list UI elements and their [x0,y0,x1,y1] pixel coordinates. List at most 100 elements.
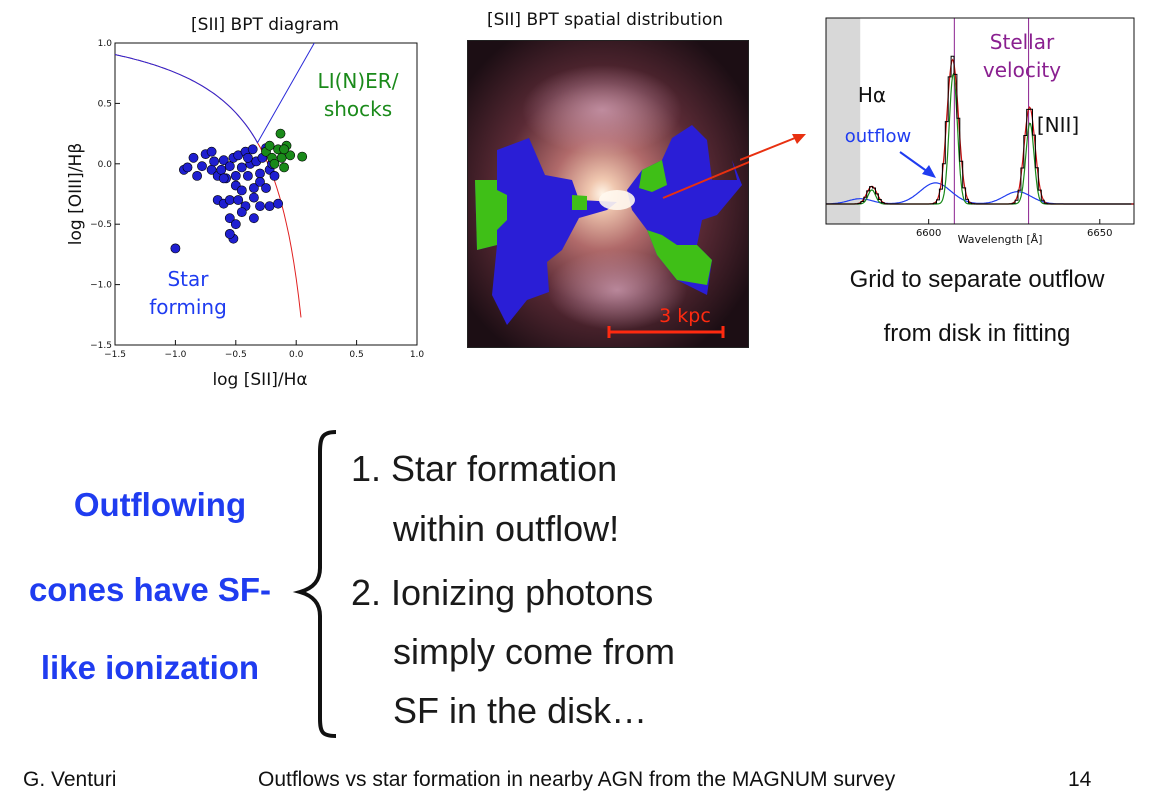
bpt-y-tick-label: 0.0 [98,160,113,170]
bpt-y-tick-label: −0.5 [90,220,112,230]
bpt-x-tick-label: 0.5 [349,350,363,360]
bpt-plot-frame [114,42,418,346]
map-nucleus [599,190,635,210]
map-cone-left-liner-inner [572,195,587,210]
bpt-point-sf [264,201,275,211]
map-left-cone [475,138,617,325]
bpt-point-sf [224,161,235,172]
spectrum-shaded-region [826,18,861,224]
spectrum-label-outflow: outflow [845,126,912,147]
bpt-point-liner [279,162,289,173]
map-pointer-arrow-line [662,160,749,199]
bpt-point-sf [224,195,235,205]
bpt-point-sf [188,152,199,163]
bpt-point-sf [224,228,235,239]
bpt-point-sf [233,195,244,205]
bpt-point-sf [197,161,207,172]
bpt-point-sf [269,170,280,181]
bpt-x-tick-label: 1.0 [410,350,425,360]
spatial-map: 3 kpc [467,40,749,348]
spectrum-label-velocity: velocity [983,58,1061,82]
bpt-point-sf [192,170,202,181]
bpt-point-sf [248,213,259,224]
footer-page-number: 14 [1068,768,1092,791]
map-dust-glow [522,65,682,155]
bpt-x-tick-label: −1.5 [104,350,126,360]
caption-line-1: Grid to separate outflow [849,266,1105,293]
list-item-1-line-1: 1. Star formation [351,448,618,489]
bpt-point-sf [182,162,193,173]
list-item-1-line-2: within outflow! [393,508,620,549]
map-dust-glow-lower [547,250,687,330]
curly-brace-path [292,430,337,738]
footer-title: Outflows vs star formation in nearby AGN… [258,768,896,791]
map-cone-right-liner-lower [647,230,712,285]
map-scale-label: 3 kpc [659,305,711,327]
bpt-x-label: log [SII]/Hα [212,370,307,390]
spectrum-lines [826,55,1134,205]
bpt-point-sf [255,201,265,211]
bpt-point-sf [242,152,253,163]
bpt-point-liner [279,144,289,155]
caption-line-2: from disk in fitting [883,320,1071,347]
spectrum-label-nii: [NII] [1037,113,1079,137]
spectrum-line-data [826,55,1132,205]
bpt-point-sf [236,207,247,217]
bpt-point-sf [242,170,253,181]
spectrum-chart: 6600 6650 Wavelength [Å] Hα Stellar veloc… [825,17,1135,246]
pointer-arrow-head [792,134,806,144]
bpt-point-sf [209,156,219,167]
list-item-2-line-2: simply come from [393,631,676,672]
bpt-point-liner [285,150,296,161]
spectrum-label-stellar: Stellar [990,30,1055,54]
spectrum-label-ha: Hα [858,83,886,107]
spectrum-x-label: Wavelength [Å] [958,233,1043,246]
bpt-y-tick-label: 1.0 [98,39,113,49]
bpt-point-sf [224,213,235,224]
outflow-arrow-head [922,165,936,178]
curly-brace [292,430,337,738]
bpt-x-tick-label: −0.5 [225,350,247,360]
spectrum-shade-rect [826,18,861,224]
bpt-point-sf [236,162,247,173]
map-cone-left-sf [475,138,617,325]
spectrum-frame-bg [826,18,1134,224]
spectrum-stellar-velocity-lines [953,18,1030,224]
bpt-points [170,128,308,254]
bpt-ticks: −1.5 −1.0 −0.5 0.0 0.5 1.0 1.0 0.5 0.0 −0.5 −1.0 −1… [90,39,424,360]
bpt-point-sf [230,170,241,181]
bpt-point-sf [255,176,265,187]
map-cone-left-liner [475,180,507,250]
bpt-point-sf [206,146,217,157]
bpt-point-sf [247,144,258,155]
conclusion-line-3: like ionization [40,649,260,686]
bpt-point-sf [230,219,241,230]
pointer-arrow [740,134,806,161]
conclusion-line-1: Outflowing [73,486,247,523]
spectrum-x-tick-label: 6600 [916,228,941,239]
bpt-label-star: Star [167,267,209,291]
bpt-point-sf [170,243,181,254]
map-cone-right-liner [639,160,667,192]
bpt-point-sf [236,185,247,196]
map-right-cone [627,125,742,295]
bpt-point-liner [275,128,286,139]
bpt-point-liner [264,140,275,151]
bpt-y-tick-label: 0.5 [98,99,112,109]
bpt-point-sf [248,192,259,203]
footer-author: G. Venturi [23,768,117,791]
bpt-point-sf [261,183,271,193]
bpt-label-liner: LI(N)ER/ [318,69,399,93]
outflow-arrow-shaft [899,151,929,173]
bpt-y-tick-label: −1.0 [90,281,112,291]
bpt-point-liner [297,151,308,162]
list-item-2-line-3: SF in the disk… [393,690,648,731]
pointer-arrow-shaft [740,135,801,161]
spectrum-x-tick-label: 6650 [1087,228,1112,239]
bpt-x-tick-label: 0.0 [289,350,304,360]
bpt-point-sf [218,155,229,166]
bpt-blue-curve [114,42,315,144]
conclusion-line-2: cones have SF- [28,571,272,608]
bpt-x-tick-label: −1.0 [164,350,186,360]
bpt-y-tick-label: −1.5 [90,341,112,351]
